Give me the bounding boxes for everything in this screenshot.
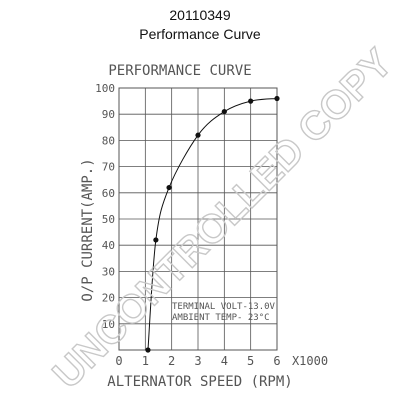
x-tick-label: 6: [273, 354, 280, 368]
chart-grid: [118, 87, 278, 351]
data-point: [166, 184, 172, 191]
x-tick-label: 4: [221, 354, 228, 368]
x-tick-label: 5: [247, 354, 254, 368]
chart-title: PERFORMANCE CURVE: [108, 63, 251, 79]
chart-subtitle: Performance Curve: [139, 26, 261, 42]
x-tick-label: 2: [168, 354, 175, 368]
data-points: [145, 95, 280, 353]
y-tick-label: 40: [102, 239, 115, 252]
data-point: [274, 95, 280, 102]
y-tick-label: 30: [102, 265, 115, 278]
x-tick-labels: 0 1 2 3 4 5 6: [115, 354, 280, 368]
data-point: [195, 132, 201, 138]
y-tick-label: 70: [102, 161, 115, 174]
data-point: [221, 108, 227, 115]
x-tick-label: 1: [142, 354, 149, 368]
x-axis-label: ALTERNATOR SPEED (RPM): [107, 374, 292, 390]
y-tick-label: 60: [102, 187, 115, 200]
x-tick-label: 0: [115, 354, 122, 368]
y-axis-label: O/P CURRENT(AMP.): [80, 158, 96, 301]
x-tick-label: 3: [194, 354, 201, 368]
annotation-text: AMBIENT TEMP- 23°C: [172, 313, 270, 323]
y-tick-label: 100: [95, 82, 115, 95]
y-tick-label: 50: [102, 213, 115, 226]
data-point: [153, 237, 159, 243]
data-point: [145, 347, 151, 353]
y-tick-label: 90: [102, 108, 115, 121]
y-tick-labels: 10 20 30 40 50 60 70 80 90 100: [95, 82, 115, 331]
y-tick-label: 10: [102, 318, 115, 331]
annotation-text: TERMINAL VOLT-13.0V: [172, 302, 276, 312]
y-tick-label: 20: [102, 292, 115, 305]
x-unit-label: X1000: [292, 354, 328, 368]
part-number: 20110349: [169, 7, 231, 23]
data-point: [248, 98, 254, 104]
y-tick-label: 80: [102, 134, 115, 147]
